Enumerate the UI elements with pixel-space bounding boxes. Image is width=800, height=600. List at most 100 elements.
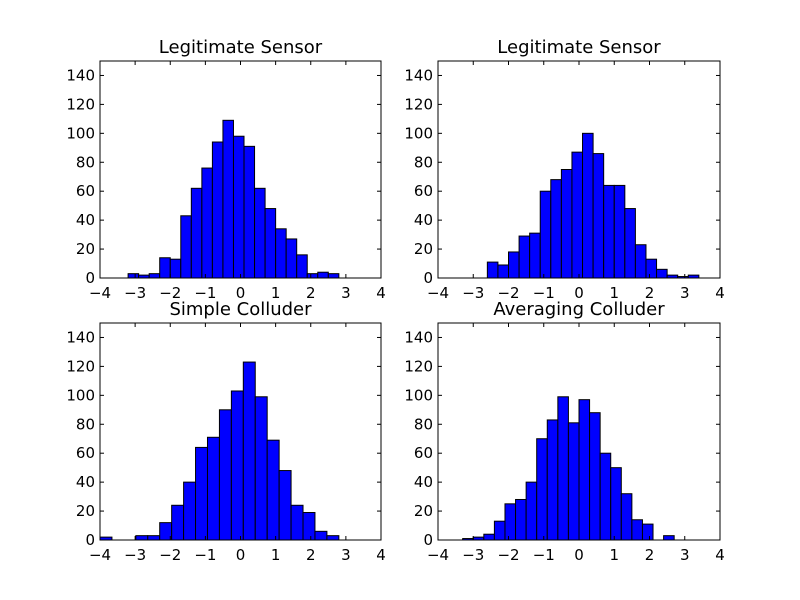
histogram-bar [159,257,171,279]
histogram-bar [663,535,675,541]
histogram-bar [180,215,192,279]
histogram-bar [206,436,220,541]
y-tick-label: 0 [423,531,433,549]
histogram-bar [232,135,245,279]
histogram-bar [183,481,197,541]
histogram-bar [243,145,256,279]
histogram-bar [230,390,244,541]
y-tick-label: 60 [76,182,95,200]
y-tick-label: 80 [76,153,95,171]
histogram-bar [589,412,601,541]
x-tick-label: 0 [574,546,584,564]
histogram-bar [508,251,520,279]
y-tick-label: 120 [404,95,433,113]
x-tick-label: −4 [427,546,449,564]
x-tick-label: 1 [271,546,281,564]
histogram-bar [147,535,161,541]
histogram-bar [599,452,612,541]
x-tick-label: −2 [497,546,519,564]
panel-title: Simple Colluder [169,299,312,320]
x-tick-label: 2 [645,284,655,302]
y-tick-label: 20 [414,240,433,258]
x-tick-label: 4 [376,546,386,564]
x-tick-label: 2 [306,284,316,302]
y-tick-label: 120 [66,95,95,113]
y-tick-label: 80 [76,415,95,433]
y-tick-label: 140 [66,328,95,346]
histogram-bar [557,396,569,541]
histogram-bar [624,208,636,279]
histogram-bar [641,523,654,541]
panel-bottom-right: Averaging Colluder −4 −3 −2 −1 0 1 2 3 402040608… [404,299,724,564]
x-tick-label: −4 [89,546,111,564]
y-tick-label: 140 [66,66,95,84]
panel-title: Legitimate Sensor [159,37,323,58]
histogram-bar [656,268,668,279]
y-tick-label: 140 [404,66,433,84]
histogram-bar [525,481,538,541]
y-tick-label: 100 [404,386,433,404]
panel-top-right: Legitimate Sensor −4 −3 −2 −1 0 1 2 3 4020406080… [404,37,724,302]
x-tick-label: −3 [124,546,146,564]
y-tick-label: 120 [404,357,433,375]
x-tick-label: −3 [462,284,484,302]
histogram-bar [578,399,591,541]
histogram-bar [302,512,316,541]
panel-title: Legitimate Sensor [497,37,661,58]
histogram-bar [254,187,266,279]
histogram-bar [592,153,605,279]
panel-bottom-left: Simple Colluder −4 −3 −2 −1 0 1 2 3 402040608010… [66,299,385,564]
y-tick-label: 100 [404,124,433,142]
histogram-bar [171,504,185,541]
x-tick-label: 0 [236,546,246,564]
histogram-bar [190,187,203,279]
histogram-bar [620,493,633,541]
histogram-bar [254,396,268,541]
y-tick-label: 100 [66,386,95,404]
y-tick-label: 0 [423,269,433,287]
histogram-bars [486,132,700,279]
histogram-bar [285,238,298,279]
y-tick-label: 20 [76,502,95,520]
histogram-bar [201,167,213,279]
histogram-bar [560,169,573,279]
y-tick-label: 60 [76,444,95,462]
histogram-bar [518,235,531,279]
x-tick-label: −4 [427,284,449,302]
y-tick-label: 80 [414,415,433,433]
histogram-bar [550,179,562,279]
x-tick-label: 3 [341,546,351,564]
y-tick-label: 100 [66,124,95,142]
x-tick-label: −1 [533,284,555,302]
x-tick-label: 1 [609,284,619,302]
histogram-bar [539,190,552,279]
x-tick-label: −3 [124,284,146,302]
histogram-bar [631,519,643,541]
y-tick-label: 40 [76,211,95,229]
x-tick-label: 2 [645,546,655,564]
histogram-bar [211,141,224,279]
histogram-bar [326,535,340,541]
y-tick-label: 40 [414,211,433,229]
y-tick-label: 40 [414,473,433,491]
y-tick-label: 0 [85,531,95,549]
x-tick-label: 1 [609,546,619,564]
panel-top-left: Legitimate Sensor −4 −3 −2 −1 0 1 2 3 4020406080… [66,37,385,302]
histogram-bar [148,273,161,279]
histogram-bar [317,271,329,279]
histogram-bar [546,419,559,541]
histogram-bar [222,119,234,279]
histogram-bar [571,151,584,279]
x-tick-label: −1 [194,284,216,302]
histogram-bar [264,208,277,279]
y-tick-label: 140 [404,328,433,346]
y-tick-label: 80 [414,153,433,171]
histogram-bar [275,228,287,279]
histogram-bar [218,409,232,541]
x-tick-label: 3 [680,284,690,302]
y-tick-label: 0 [85,269,95,287]
histogram-bar [567,422,580,541]
histogram-bar [327,273,340,279]
